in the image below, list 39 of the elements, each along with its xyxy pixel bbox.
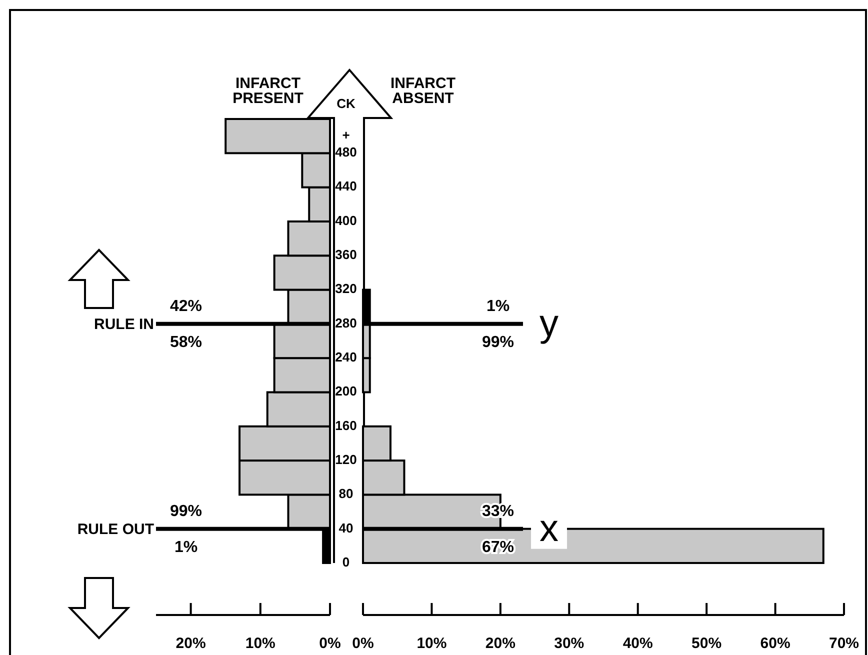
x-tick-label: 10% — [245, 635, 276, 652]
annotation: 99% — [170, 503, 202, 520]
ref-line-label: y — [540, 302, 558, 345]
annotation: 99% — [482, 334, 514, 352]
y-tick-label: 280 — [335, 315, 357, 330]
annotation: 58% — [170, 334, 202, 352]
ref-line-label: x — [540, 508, 558, 550]
y-tick-label: 360 — [335, 247, 357, 262]
x-tick-label: 60% — [760, 635, 790, 652]
y-tick-label: 440 — [335, 178, 357, 194]
x-tick-label: 10% — [416, 635, 447, 652]
annotation: 1% — [174, 539, 198, 556]
x-tick-label: 0% — [352, 635, 374, 652]
x-tick-label: 30% — [554, 635, 584, 652]
y-tick-label: 320 — [335, 281, 357, 296]
annotation: 42% — [170, 298, 202, 316]
y-tick-label: + — [342, 128, 350, 143]
x-tick-label: 0% — [319, 635, 341, 652]
y-axis-title: CK — [336, 96, 356, 111]
x-tick-label: 40% — [622, 635, 653, 652]
x-tick-label: 20% — [176, 635, 206, 652]
y-tick-label: 80 — [338, 486, 354, 502]
annotation: 67% — [482, 539, 514, 556]
annotation: 1% — [486, 298, 510, 316]
y-tick-label: 240 — [335, 350, 357, 365]
y-tick-label: 160 — [335, 418, 357, 433]
chart-title: INFARCT ABSENT — [390, 75, 456, 107]
ref-line-label: RULE IN — [94, 316, 154, 333]
y-tick-label: 120 — [335, 452, 357, 467]
x-tick-label: 50% — [692, 635, 722, 652]
y-tick-label: 480 — [335, 144, 357, 160]
y-tick-label: 0 — [342, 554, 350, 570]
y-tick-label: 40 — [338, 520, 354, 536]
chart-title: INFARCT PRESENT — [232, 75, 304, 107]
ref-line-label: RULE OUT — [77, 520, 154, 538]
y-tick-label: 400 — [335, 212, 357, 228]
x-tick-label: 20% — [485, 635, 516, 652]
x-tick-label: 70% — [828, 635, 860, 652]
y-tick-label: 200 — [335, 384, 357, 399]
